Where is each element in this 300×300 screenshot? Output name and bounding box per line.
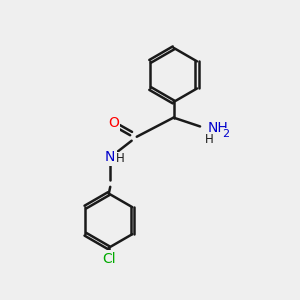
Text: H: H xyxy=(205,133,213,146)
Text: NH: NH xyxy=(207,121,228,135)
Text: Cl: Cl xyxy=(102,252,116,266)
Text: N: N xyxy=(105,150,116,164)
Text: 2: 2 xyxy=(222,129,229,139)
Text: H: H xyxy=(116,152,125,165)
Text: O: O xyxy=(108,116,118,130)
